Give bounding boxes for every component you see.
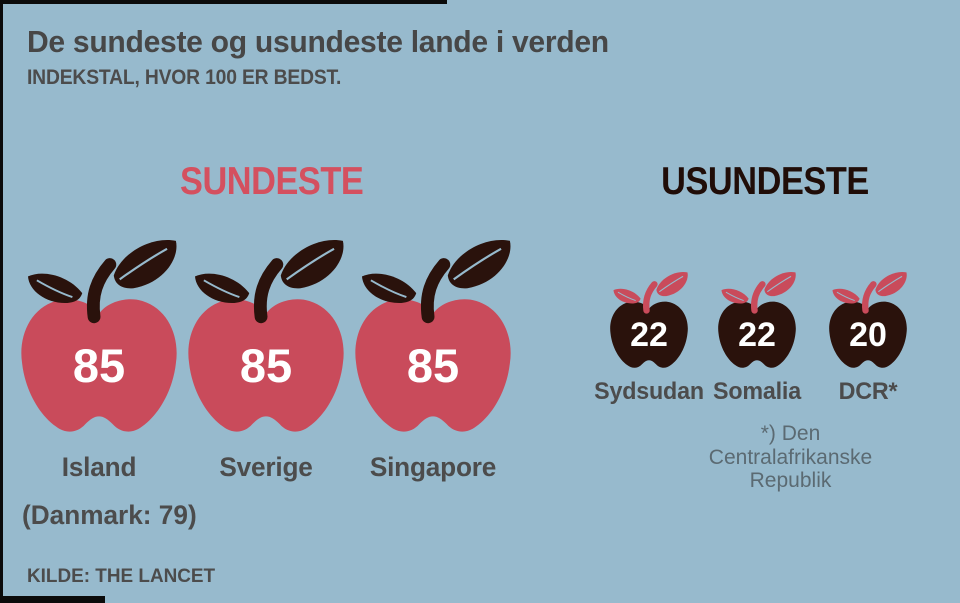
country-label: DCR* [838, 378, 898, 405]
apple-wrap: 22 [695, 268, 819, 374]
country-card-singapore: 85 Singapore [348, 232, 518, 483]
page-subtitle: INDEKSTAL, HVOR 100 ER BEDST. [27, 66, 342, 89]
left-border-line [0, 0, 3, 603]
apple-wrap: 85 [348, 232, 518, 444]
apple-wrap: 85 [181, 232, 351, 444]
red-apple-icon [187, 238, 345, 433]
red-apple-icon [20, 238, 178, 433]
apple-wrap: 20 [806, 268, 930, 374]
source-label: KILDE: THE LANCET [27, 565, 216, 587]
score-value: 22 [738, 316, 776, 354]
top-border-line [0, 0, 447, 4]
red-apple-icon [354, 238, 512, 433]
footnote-dcr: *) Den Centralafrikanske Republik [688, 422, 893, 493]
country-card-somalia: 22 Somalia [695, 268, 819, 406]
apple-wrap: 85 [14, 232, 184, 444]
bottom-border-line [0, 596, 105, 603]
country-label: Sydsudan [594, 378, 704, 405]
score-value: 85 [72, 339, 126, 392]
country-label: Somalia [713, 378, 801, 405]
danmark-note: (Danmark: 79) [22, 500, 197, 530]
country-label: Singapore [369, 452, 497, 482]
country-card-sverige: 85 Sverige [181, 232, 351, 483]
country-card-island: 85 Island [14, 232, 184, 483]
score-value: 85 [239, 339, 293, 392]
score-value: 22 [630, 316, 668, 354]
heading-sundeste: SUNDESTE [180, 160, 364, 203]
country-label: Sverige [219, 452, 313, 482]
score-value: 20 [849, 316, 887, 354]
apple-wrap: 22 [587, 268, 711, 374]
country-label: Island [61, 452, 137, 482]
footnote-line: *) Den [760, 422, 821, 445]
score-value: 85 [406, 339, 460, 392]
footnote-line: Republik [749, 469, 832, 492]
heading-usundeste: USUNDESTE [661, 160, 869, 203]
country-card-dcr: 20 DCR* [806, 268, 930, 406]
page-title: De sundeste og usundeste lande i verden [27, 24, 609, 59]
footnote-line: Centralafrikanske [708, 445, 873, 469]
country-card-sydsudan: 22 Sydsudan [587, 268, 711, 406]
